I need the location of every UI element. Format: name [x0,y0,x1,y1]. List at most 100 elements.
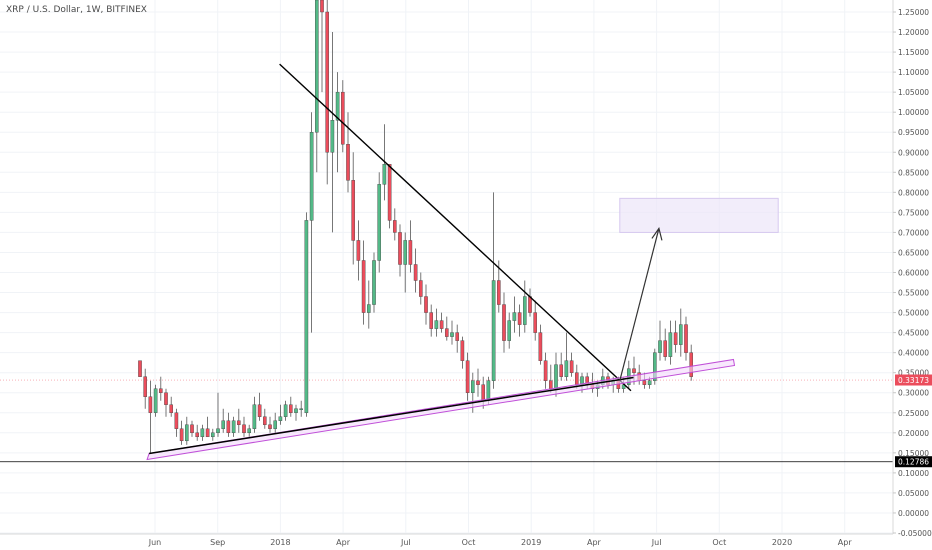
candle [559,352,563,381]
support-channel[interactable] [146,358,736,461]
candle-body [512,312,517,321]
candle-body [434,320,439,329]
candle-body [346,144,350,181]
candle-body [309,132,314,221]
candle-body [164,392,168,405]
candle [512,296,517,333]
candle [491,192,496,389]
candle [387,164,392,229]
price-axis[interactable]: 1.25000 1.20000 1.15000 1.10000 1.05000 1.000… [893,8,932,538]
candle [164,388,168,417]
candle [658,320,662,361]
candle [403,232,408,293]
candle [517,304,522,337]
candle-body [663,340,667,357]
candle-body [138,360,142,377]
candle-body [460,340,465,361]
candle-body [408,240,413,265]
candle-body [252,404,257,429]
candle-body [231,420,236,434]
candle-body [647,380,652,385]
price-tick-label: 0.65000 [898,248,929,257]
candle [393,208,397,241]
candle [434,308,439,337]
candle [335,72,340,173]
price-tick-label: 1.10000 [898,68,929,77]
candle [668,320,673,365]
candle [174,408,179,437]
price-tick-label: 1.15000 [898,48,929,57]
candle-body [148,396,153,413]
candle-body [538,332,543,361]
candle [247,424,252,437]
price-tick-label: 0.90000 [898,148,929,157]
candle-body [497,280,501,305]
time-tick-label: Sep [210,538,225,547]
candle-body [190,424,194,434]
price-tick-label: 0.75000 [898,208,929,217]
candle [538,324,543,365]
candle [205,416,210,438]
candle-body [419,280,423,297]
candle [200,424,205,441]
candle [413,248,418,293]
candle-body [184,424,189,442]
candle [195,424,200,441]
candle [325,0,330,185]
candle [148,380,153,453]
candle [367,280,371,329]
candle-body [445,328,449,337]
candle [315,0,319,173]
candle [372,252,376,313]
candle [507,312,512,349]
price-tick-label: 0.15000 [898,449,929,458]
price-tick-label: 0.20000 [898,429,929,438]
candle [673,320,678,353]
candle-body [387,164,392,221]
price-tick-label: 0.35000 [898,369,929,378]
candle [679,308,683,357]
time-axis[interactable]: Jun Sep 2018 Apr Jul Oct 2019 Apr Jul Oct 2020 Apr [148,538,853,547]
candle-body [673,332,678,345]
candle-body [471,380,475,393]
candle-body [424,296,428,313]
candle-body [320,0,324,13]
price-tick-label: 1.25000 [898,8,929,17]
time-tick-label: Jul [400,538,411,547]
candle-body [658,340,662,353]
candle-body [393,220,397,233]
projection-arrow[interactable] [619,228,660,381]
descending-trendline[interactable] [279,63,632,392]
candle-body [143,376,148,397]
time-tick-label: Jul [651,538,662,547]
candle-body [210,432,215,438]
candle-body [450,332,454,337]
candle [424,284,428,325]
candle-body [689,352,693,377]
candle-body [528,296,532,313]
candle-body [179,428,184,442]
candle-body [221,420,226,429]
candle [158,376,163,401]
candle-body [481,384,486,401]
candle-body [283,404,288,417]
candle-body [543,360,548,381]
candle [263,408,267,429]
candle-body [356,240,361,261]
ascending-trendline[interactable] [149,376,634,455]
candle [278,404,283,425]
candle-body [439,320,444,329]
candle [653,348,657,385]
candle [320,0,324,93]
candle-body [653,352,657,381]
candle [684,316,688,361]
price-tick-label: 0.85000 [898,168,929,177]
candle-body [299,408,304,410]
candle [226,412,231,437]
target-zone[interactable] [619,197,779,233]
candle [294,404,298,421]
candle [138,360,142,377]
price-tick-label: 0.10000 [898,469,929,478]
candlestick-series [138,0,693,453]
